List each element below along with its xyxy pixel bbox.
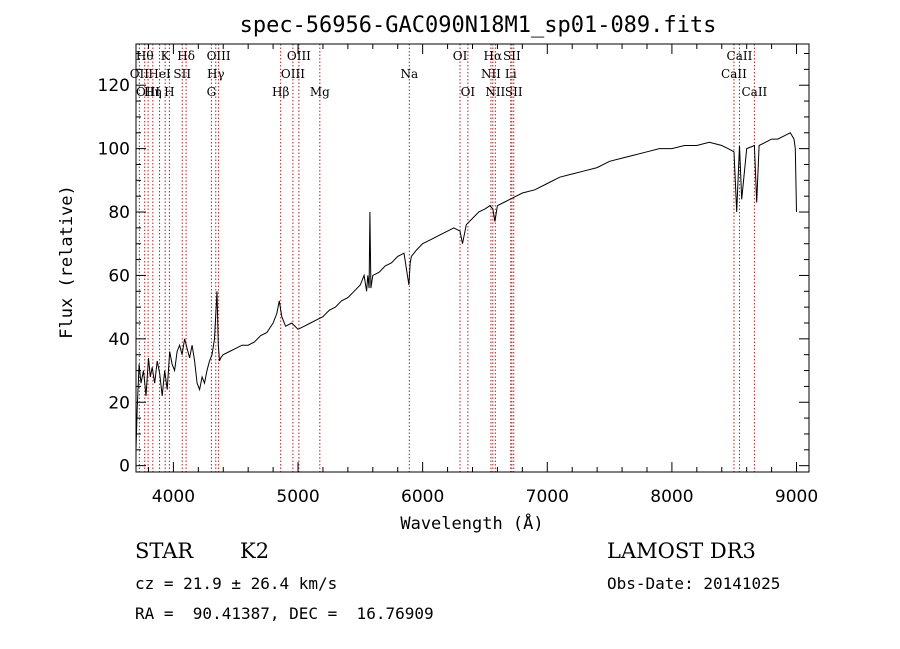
emission-line-markers bbox=[138, 44, 755, 472]
obs-date: Obs-Date: 20141025 bbox=[607, 574, 780, 593]
emission-line-label: Hβ bbox=[272, 85, 289, 99]
x-tick-label: 5000 bbox=[276, 487, 319, 507]
object-subclass: K2 bbox=[240, 539, 269, 563]
emission-line-label: Hγ bbox=[207, 67, 225, 81]
x-axis-ticks: 4000 5000 6000 7000 8000 9000 bbox=[147, 44, 818, 507]
emission-line-label: Hα bbox=[484, 49, 503, 63]
emission-line-label: NII bbox=[485, 85, 505, 99]
emission-line-label: CaII bbox=[727, 49, 753, 63]
emission-line-label: Hδ bbox=[177, 49, 195, 63]
emission-line-label: SII bbox=[505, 85, 523, 99]
emission-line-label: Na bbox=[400, 67, 418, 81]
y-tick-label: 120 bbox=[98, 76, 130, 96]
emission-line-label: OII bbox=[130, 67, 150, 81]
emission-line-label: Hη bbox=[144, 85, 162, 99]
emission-line-label: OIII bbox=[136, 85, 160, 99]
plot-frame bbox=[135, 43, 810, 473]
emission-line-label: OI bbox=[461, 85, 476, 99]
emission-line-label: SII bbox=[173, 67, 191, 81]
y-tick-label: 40 bbox=[108, 330, 130, 350]
emission-line-label: OIII bbox=[281, 67, 305, 81]
y-tick-label: 80 bbox=[108, 203, 130, 223]
emission-line-label: OIII bbox=[207, 49, 231, 63]
coordinates: RA = 90.41387, DEC = 16.76909 bbox=[135, 604, 434, 623]
emission-line-label: NII bbox=[481, 67, 501, 81]
x-tick-label: 6000 bbox=[401, 487, 444, 507]
x-tick-label: 4000 bbox=[152, 487, 195, 507]
x-tick-label: 8000 bbox=[650, 487, 693, 507]
emission-line-label: G bbox=[207, 85, 217, 99]
emission-line-label: K bbox=[161, 49, 171, 63]
emission-line-label: SII bbox=[503, 49, 521, 63]
y-tick-label: 0 bbox=[119, 457, 130, 477]
y-axis-label: Flux (relative) bbox=[57, 185, 77, 339]
emission-line-label: CaII bbox=[741, 85, 767, 99]
y-tick-label: 100 bbox=[98, 140, 130, 160]
y-tick-label: 60 bbox=[108, 266, 130, 286]
emission-line-label: OIII bbox=[287, 49, 311, 63]
emission-line-label: Li bbox=[505, 67, 517, 81]
x-tick-label: 7000 bbox=[526, 487, 569, 507]
emission-line-label: Hθ bbox=[136, 49, 154, 63]
emission-line-labels: OIIHθOIIIHηHeIKHSIIHδGHγOIIIHβOIIIOIIIMg… bbox=[130, 49, 768, 99]
y-axis-ticks: 0 20 40 60 80 100 120 bbox=[98, 53, 809, 477]
emission-line-label: H bbox=[164, 85, 174, 99]
x-axis-label: Wavelength (Å) bbox=[400, 512, 543, 534]
emission-line-label: OI bbox=[453, 49, 468, 63]
emission-line-label: Mg bbox=[310, 85, 330, 99]
emission-line-label: HeI bbox=[148, 67, 171, 81]
y-tick-label: 20 bbox=[108, 393, 130, 413]
spectrum-line bbox=[135, 132, 797, 450]
survey-name: LAMOST DR3 bbox=[607, 539, 756, 563]
emission-line-label: CaII bbox=[721, 67, 747, 81]
object-class: STAR bbox=[135, 539, 194, 563]
redshift-readout: cz = 21.9 ± 26.4 km/s bbox=[135, 574, 337, 593]
x-tick-label: 9000 bbox=[775, 487, 818, 507]
chart-title: spec-56956-GAC090N18M1_sp01-089.fits bbox=[240, 13, 717, 38]
